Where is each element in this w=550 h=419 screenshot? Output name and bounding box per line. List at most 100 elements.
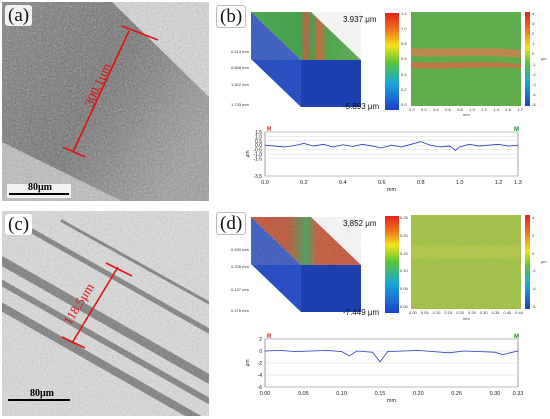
profile-point bbox=[274, 145, 276, 147]
panel-b-map-y-tick: 0.2 bbox=[401, 86, 407, 92]
panel-b-map-y-tick: 1.0 bbox=[401, 26, 407, 32]
panel-d-min-value: -7.449 μm bbox=[343, 308, 380, 317]
profile-point bbox=[332, 146, 334, 148]
panel-d-map-x-tick: 0.10 bbox=[432, 310, 441, 315]
panel-b-colorbar-tick: -4 bbox=[532, 91, 536, 97]
profile-point bbox=[455, 150, 457, 151]
profile-point bbox=[352, 146, 353, 147]
profile-point bbox=[417, 350, 419, 351]
profile-point bbox=[381, 147, 383, 149]
profile-y-tick: 0.0 bbox=[255, 143, 262, 149]
profile-y-label: μm bbox=[245, 359, 251, 366]
profile-point bbox=[449, 145, 451, 147]
profile-line bbox=[264, 141, 519, 151]
panel-a-letter: (a) bbox=[5, 5, 33, 26]
panel-b-colorbar-tick: 3 bbox=[532, 21, 535, 27]
profile-x-tick: 0.10 bbox=[336, 391, 347, 397]
panel-b-map-y-ticks: 1.2 1.0 0.8 0.6 0.4 0.2 0.0 bbox=[401, 11, 411, 107]
panel-b-surface-tick: 0.868 mm bbox=[231, 65, 249, 70]
profile-point bbox=[325, 350, 327, 351]
profile-point bbox=[284, 146, 285, 148]
profile-point bbox=[341, 351, 343, 352]
panel-c-scalebar-label: 80μm bbox=[30, 388, 54, 399]
panel-d-surface-tick: 0.476 mm bbox=[231, 308, 249, 313]
profile-point bbox=[439, 146, 441, 148]
panel-b-map-x-tick: 0.8 bbox=[457, 107, 463, 112]
profile-right-marker: M bbox=[514, 127, 519, 133]
profile-point bbox=[478, 145, 480, 147]
panel-d-map-x-tick: 0.05 bbox=[420, 310, 429, 315]
profile-x-tick: 0.20 bbox=[413, 391, 424, 397]
panel-b-colorbar-tick: -2 bbox=[532, 71, 536, 77]
profile-point bbox=[264, 350, 266, 352]
panel-b-map-unit: mm bbox=[463, 112, 470, 117]
profile-point bbox=[502, 354, 504, 355]
profile-point bbox=[463, 350, 465, 352]
profile-x-tick: 0.25 bbox=[451, 391, 462, 397]
profile-left-marker: R bbox=[267, 334, 272, 340]
panel-d-letter: (d) bbox=[216, 212, 247, 235]
panel-d: (d) 0.490 mm 0.228 mm 0.127 mm 0.476 mm … bbox=[213, 209, 548, 416]
profile-point bbox=[379, 361, 381, 363]
profile-y-tick: -2 bbox=[258, 361, 263, 367]
profile-x-tick: 1.2 bbox=[495, 180, 503, 186]
profile-point bbox=[342, 144, 344, 146]
profile-point bbox=[313, 145, 315, 147]
profile-point bbox=[517, 144, 519, 146]
profile-y-tick: -1.5 bbox=[253, 156, 262, 162]
profile-y-tick: -1.0 bbox=[253, 152, 262, 158]
panel-b-surface-tick: 1.302 mm bbox=[231, 82, 249, 87]
profile-x-tick: 0.05 bbox=[298, 391, 309, 397]
profile-x-tick: 0.30 bbox=[490, 391, 501, 397]
profile-point bbox=[361, 143, 363, 145]
panel-d-colorbar-tick: -6 bbox=[532, 303, 536, 309]
panel-d-map-y-tick: 0.10 bbox=[400, 268, 408, 274]
profile-x-tick: 0.6 bbox=[378, 180, 386, 186]
profile-point bbox=[517, 350, 519, 352]
profile-x-label: mm bbox=[387, 187, 397, 193]
panel-d-surface-tick: 0.228 mm bbox=[231, 264, 249, 269]
profile-point bbox=[371, 351, 373, 353]
panel-b-surface-tick: 1.733 mm bbox=[231, 102, 249, 107]
panel-b-height-map bbox=[411, 12, 521, 106]
panel-b-map-y-tick: 0.4 bbox=[401, 71, 407, 77]
panel-d-map-x-tick: 0.44 bbox=[515, 310, 523, 315]
micrograph-c-image bbox=[2, 211, 209, 416]
profile-x-tick: 0.00 bbox=[260, 391, 271, 397]
profile-y-tick: 0.5 bbox=[255, 139, 262, 145]
panel-b-color-scale bbox=[385, 13, 399, 110]
panel-c-micrograph: (c) 118.5μm 80μm bbox=[2, 211, 209, 416]
profile-point bbox=[459, 146, 461, 148]
profile-point bbox=[498, 143, 499, 145]
panel-c-letter: (c) bbox=[5, 214, 33, 235]
panel-b-letter: (b) bbox=[216, 5, 247, 28]
panel-b-colorbar-unit: μm bbox=[541, 56, 547, 61]
panel-b-profile-chart: 1.51.00.50.0-0.5-1.0-1.5-3.50.0 0.2 0.4 0.6… bbox=[245, 127, 522, 193]
panel-b-map-x-tick: 0.4 bbox=[433, 107, 439, 112]
profile-right-marker: M bbox=[514, 334, 519, 340]
panel-b-colorbar-tick: 4 bbox=[532, 11, 535, 16]
panel-b-map-colorbar-ticks: 4 3 2 1 0 -1 -2 -3 -4 -5 bbox=[532, 11, 542, 107]
panel-a-scalebar: 80μm bbox=[7, 182, 71, 198]
panel-b-colorbar-tick: 1 bbox=[532, 41, 535, 47]
panel-b-colorbar-tick: -1 bbox=[532, 61, 536, 67]
panel-d-map-y-tick: 0.25 bbox=[400, 215, 408, 220]
panel-d-map-y-tick: 0.05 bbox=[400, 286, 408, 292]
profile-y-tick: -6 bbox=[258, 385, 263, 391]
panel-b-map-y-tick: 1.2 bbox=[401, 11, 407, 16]
profile-y-tick: -4 bbox=[258, 373, 263, 379]
panel-d-map-y-tick: 0.20 bbox=[400, 232, 408, 238]
panel-b-3d-surface bbox=[251, 12, 361, 107]
profile-x-tick: 0.0 bbox=[261, 180, 269, 186]
profile-point bbox=[494, 351, 496, 353]
profile-x-tick: 0.2 bbox=[300, 180, 308, 186]
panel-d-map-x-tick: 0.00 bbox=[409, 310, 417, 315]
profile-y-tick: 1.5 bbox=[255, 130, 262, 136]
profile-x-tick: 0.15 bbox=[375, 391, 386, 397]
panel-d-colorbar-tick: -2 bbox=[532, 268, 536, 274]
panel-b-map-y-tick: 0.0 bbox=[401, 101, 407, 107]
profile-left-marker: R bbox=[267, 127, 272, 133]
panel-b-colorbar-tick: 2 bbox=[532, 31, 535, 37]
panel-b-map-y-tick: 0.8 bbox=[401, 41, 407, 47]
panel-d-map-x-tick: 0.40 bbox=[503, 310, 512, 315]
